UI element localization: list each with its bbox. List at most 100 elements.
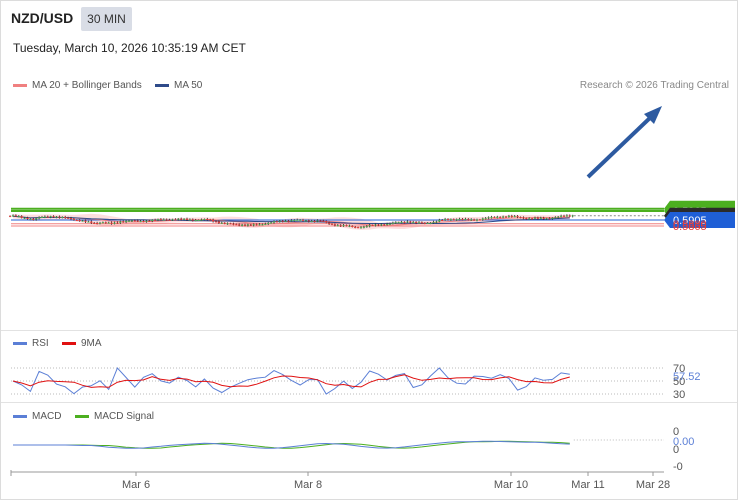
- level-label-0.5880: 0.5880: [673, 219, 707, 231]
- candle-body: [328, 222, 331, 224]
- candle-body: [275, 221, 278, 223]
- candle-body: [232, 223, 235, 225]
- candle-body: [487, 217, 490, 219]
- candle-body: [67, 217, 70, 219]
- candle-body: [165, 219, 168, 221]
- candle-body: [458, 218, 461, 220]
- timeframe-badge[interactable]: 30 MIN: [81, 7, 132, 31]
- panel-divider: [1, 330, 737, 331]
- candle-body: [313, 220, 316, 222]
- candle-body: [519, 217, 522, 219]
- candle-body: [528, 218, 531, 220]
- candle-body: [188, 219, 191, 221]
- candle-body: [162, 219, 165, 221]
- candle-body: [484, 218, 487, 220]
- candle-body: [539, 217, 542, 219]
- x-axis-label: Mar 8: [294, 479, 322, 491]
- candle-body: [464, 218, 467, 220]
- candle-body: [348, 225, 351, 227]
- ma20-swatch: [13, 83, 27, 87]
- legend-ma20: MA 20 + Bollinger Bands: [13, 80, 142, 91]
- candle-body: [522, 217, 525, 219]
- candle-body: [444, 219, 447, 221]
- candle-body: [104, 222, 107, 224]
- candle-body: [400, 221, 403, 223]
- candle-body: [388, 223, 392, 225]
- candle-body: [545, 218, 548, 220]
- candle-body: [287, 220, 290, 222]
- candle-body: [397, 222, 400, 224]
- candle-body: [423, 222, 426, 224]
- candle-body: [23, 217, 26, 219]
- candle-body: [258, 224, 261, 226]
- candle-body: [536, 217, 539, 219]
- candle-body: [14, 215, 17, 217]
- candle-body: [272, 221, 276, 223]
- candle-body: [194, 220, 197, 222]
- rsi-ma-line: [12, 374, 570, 388]
- candle-body: [168, 219, 171, 221]
- candle-body: [406, 221, 409, 223]
- candle-body: [496, 216, 499, 218]
- level-label-0.5865: 0.5865: [673, 221, 707, 233]
- candle-body: [330, 223, 334, 225]
- candle-body: [55, 216, 58, 218]
- macd-current-value: 0.00: [673, 436, 694, 448]
- legend-ma50-label: MA 50: [174, 80, 203, 91]
- candle-body: [516, 216, 519, 218]
- candle-body: [432, 221, 435, 223]
- candle-body: [32, 218, 35, 220]
- candle-body: [145, 220, 148, 222]
- candle-body: [154, 219, 157, 221]
- candle-body: [380, 224, 383, 226]
- candle-body: [214, 221, 218, 223]
- x-axis-label: Mar 11: [571, 479, 604, 491]
- candle-body: [61, 217, 64, 219]
- candle-body: [90, 221, 93, 223]
- candle-body: [499, 216, 502, 218]
- candle-body: [452, 219, 455, 221]
- macd-line: [13, 440, 570, 449]
- candle-body: [568, 215, 571, 217]
- candle-body: [525, 218, 528, 220]
- candle-body: [72, 218, 75, 220]
- candle-body: [490, 217, 493, 219]
- candle-body: [562, 215, 566, 217]
- candle-body: [325, 221, 328, 223]
- candle-body: [98, 222, 102, 224]
- candle-body: [249, 224, 252, 226]
- rsi-level-label-30: 30: [673, 389, 685, 401]
- candle-body: [171, 219, 174, 221]
- candle-body: [461, 218, 464, 220]
- candle-body: [371, 225, 374, 227]
- candle-body: [336, 225, 339, 227]
- candle-body: [441, 219, 444, 221]
- macd-signal-line: [13, 440, 570, 449]
- rsi-level-label-70: 70: [673, 363, 685, 375]
- candle-body: [435, 221, 438, 223]
- candle-body: [493, 217, 496, 219]
- candle-body: [345, 225, 348, 227]
- candle-body: [241, 224, 244, 226]
- candle-body: [156, 219, 160, 221]
- candle-body: [226, 223, 229, 225]
- candle-body: [220, 222, 223, 224]
- candle-body: [64, 217, 67, 219]
- candle-body: [151, 219, 154, 222]
- candle-body: [278, 220, 281, 222]
- candle-body: [58, 216, 61, 218]
- candle-body: [235, 224, 238, 226]
- candle-body: [415, 222, 418, 224]
- candle-body: [307, 220, 310, 222]
- candle-body: [206, 218, 209, 220]
- candle-body: [11, 215, 15, 217]
- candle-body: [557, 216, 560, 218]
- candle-body: [354, 226, 357, 228]
- candle-body: [383, 224, 386, 226]
- candle-body: [52, 216, 55, 218]
- panel-divider: [1, 402, 737, 403]
- candle-body: [374, 224, 377, 226]
- candle-body: [107, 222, 110, 224]
- candle-body: [429, 222, 432, 224]
